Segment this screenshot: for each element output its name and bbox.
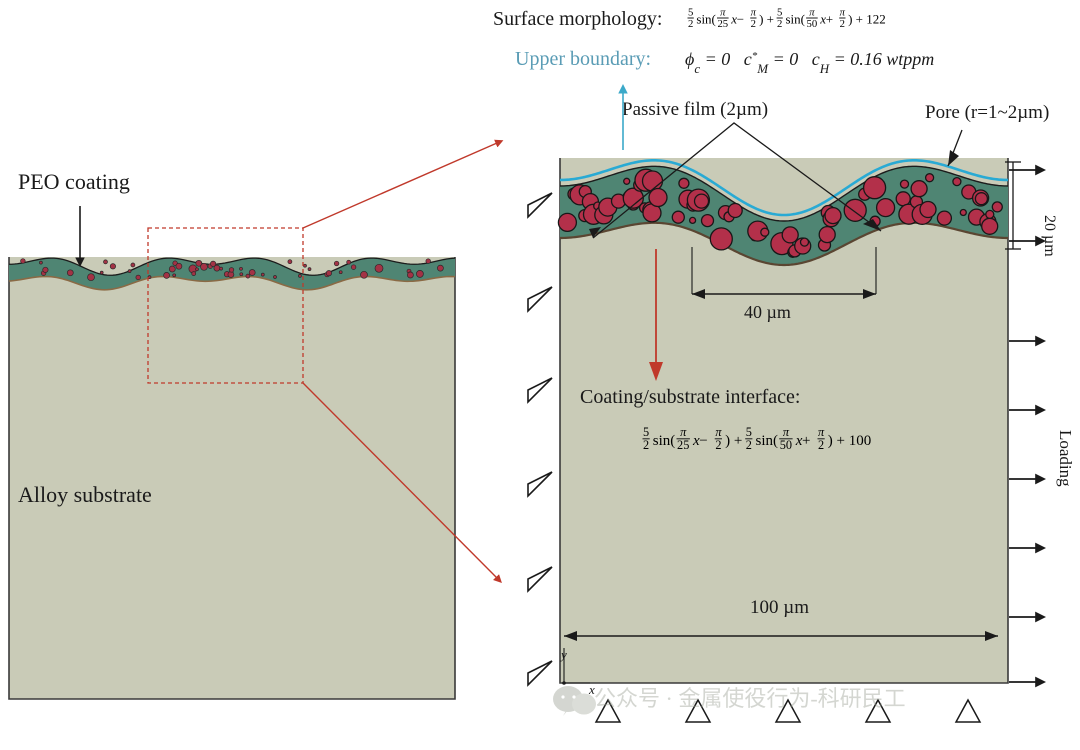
svg-text:) +: ) + — [759, 11, 774, 26]
svg-text:25: 25 — [717, 18, 728, 30]
svg-text:) + 122: ) + 122 — [848, 11, 886, 26]
svg-text:y: y — [559, 647, 567, 662]
svg-text:2: 2 — [715, 438, 721, 452]
svg-text:−: − — [737, 11, 744, 26]
svg-text:PEO coating: PEO coating — [18, 169, 130, 194]
svg-text:π: π — [751, 7, 757, 19]
svg-text:+: + — [802, 433, 810, 449]
svg-text:−: − — [699, 433, 707, 449]
svg-text:π: π — [680, 425, 687, 439]
svg-text:50: 50 — [807, 18, 818, 30]
svg-text:Pore (r=1~2µm): Pore (r=1~2µm) — [925, 102, 1049, 123]
svg-text:π: π — [818, 425, 825, 439]
svg-text:2: 2 — [840, 18, 845, 30]
svg-text:ϕc = 0 c*M = 0 cH = 0.16 w: ϕc = 0 c*M = 0 cH = 0.16 wtppm — [685, 49, 934, 76]
svg-text:Passive film (2µm): Passive film (2µm) — [622, 99, 768, 120]
svg-text:π: π — [720, 7, 726, 19]
svg-text:sin(: sin( — [756, 433, 779, 449]
svg-text:Coating/substrate interface:: Coating/substrate interface: — [580, 386, 800, 408]
svg-text:) +: ) + — [725, 433, 742, 449]
svg-text:π: π — [840, 7, 846, 19]
svg-text:Upper boundary:: Upper boundary: — [515, 48, 651, 70]
svg-text:2: 2 — [818, 438, 824, 452]
svg-text:2: 2 — [777, 18, 782, 30]
svg-text:π: π — [809, 7, 815, 19]
svg-text:π: π — [783, 425, 790, 439]
svg-text:50: 50 — [780, 438, 792, 452]
svg-text:100 µm: 100 µm — [750, 597, 809, 618]
svg-text:sin(: sin( — [786, 11, 806, 26]
svg-text:) + 100: ) + 100 — [828, 433, 871, 449]
svg-text:40 µm: 40 µm — [744, 302, 791, 322]
svg-text:sin(: sin( — [653, 433, 676, 449]
svg-text:25: 25 — [677, 438, 689, 452]
svg-text:5: 5 — [688, 7, 693, 19]
svg-text:Loading: Loading — [1056, 430, 1075, 487]
svg-text:+: + — [826, 11, 833, 26]
svg-text:sin(: sin( — [696, 11, 716, 26]
svg-text:π: π — [715, 425, 722, 439]
svg-text:5: 5 — [643, 425, 649, 439]
svg-text:Surface morphology:: Surface morphology: — [493, 8, 662, 30]
svg-text:Alloy substrate: Alloy substrate — [18, 482, 152, 507]
svg-text:5: 5 — [746, 425, 752, 439]
svg-text:2: 2 — [688, 18, 693, 30]
svg-text:5: 5 — [777, 7, 782, 19]
svg-text:公众号 · 金属使役行为-科研民工: 公众号 · 金属使役行为-科研民工 — [594, 686, 906, 711]
svg-text:2: 2 — [746, 438, 752, 452]
svg-text:2: 2 — [751, 18, 756, 30]
svg-text:2: 2 — [643, 438, 649, 452]
svg-text:20 µm: 20 µm — [1041, 215, 1058, 257]
